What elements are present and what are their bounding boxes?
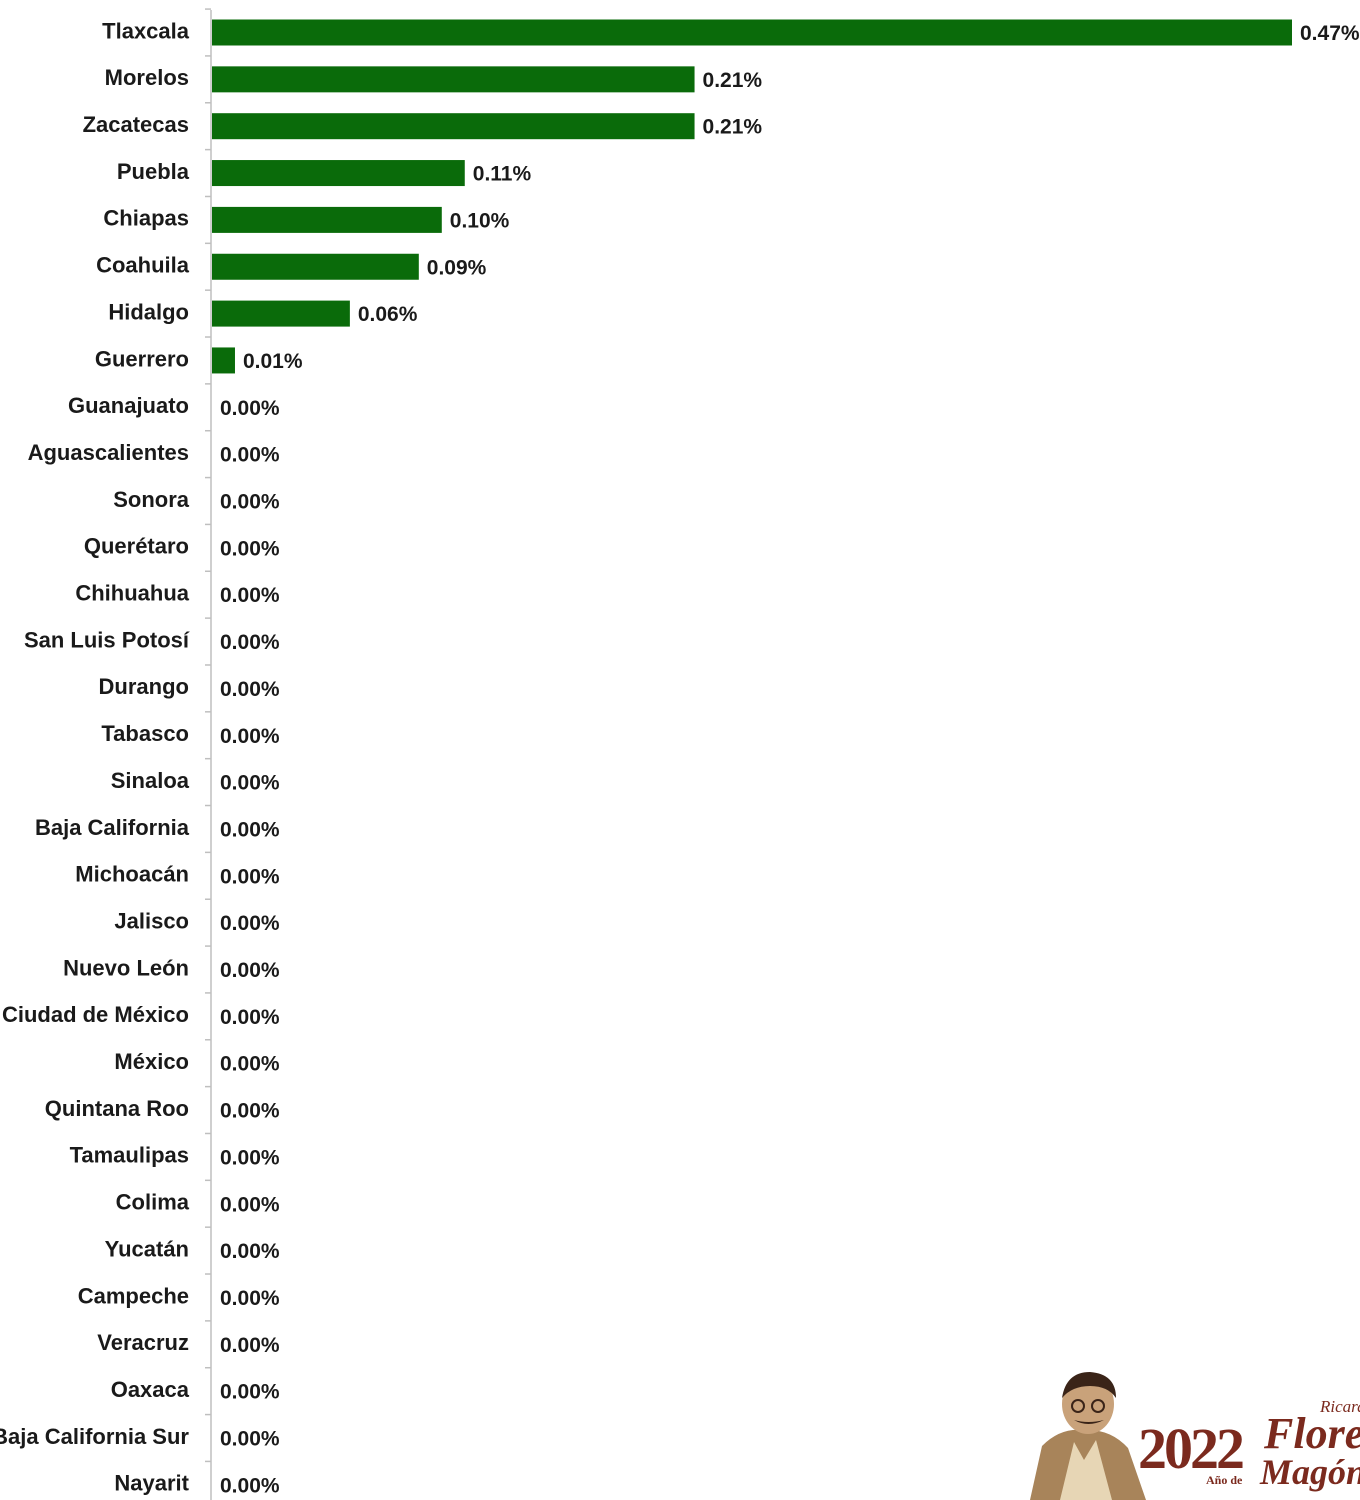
category-label: Durango [99, 674, 189, 699]
category-label: Sonora [113, 487, 190, 512]
data-label: 0.00% [220, 1381, 280, 1404]
data-label: 0.00% [220, 1146, 280, 1169]
data-label: 0.00% [220, 1334, 280, 1357]
data-label: 0.00% [220, 584, 280, 607]
logo-year: 2022 [1138, 1416, 1245, 1481]
category-label: Oaxaca [111, 1377, 190, 1402]
data-label: 0.21% [703, 69, 763, 92]
data-label: 0.00% [220, 678, 280, 701]
data-label: 0.00% [220, 818, 280, 841]
data-label: 0.00% [220, 1193, 280, 1216]
category-label: Querétaro [84, 534, 189, 559]
data-label: 0.00% [220, 397, 280, 420]
data-label: 0.11% [473, 163, 532, 186]
category-label: Zacatecas [83, 112, 189, 137]
bar [212, 206, 442, 233]
logo-2022-ricardo-flores-magon: Ricardo 2022 Flores Magón Año de [1020, 1368, 1360, 1500]
data-label: 0.10% [450, 209, 510, 232]
data-label: 0.09% [427, 256, 487, 279]
category-label: Aguascalientes [28, 440, 189, 465]
data-label: 0.00% [220, 725, 280, 748]
category-label: Yucatán [105, 1236, 189, 1261]
data-label: 0.00% [220, 1287, 280, 1310]
portrait-icon [1030, 1372, 1146, 1500]
data-label: 0.00% [220, 1474, 280, 1497]
data-label: 0.21% [703, 116, 763, 139]
bar [212, 253, 419, 280]
data-label: 0.00% [220, 959, 280, 982]
bar [212, 66, 695, 93]
category-label: México [114, 1049, 189, 1074]
category-label: Morelos [105, 65, 189, 90]
data-label: 0.00% [220, 1100, 280, 1123]
category-label: Quintana Roo [45, 1096, 189, 1121]
category-label: Chiapas [103, 206, 189, 231]
data-label: 0.01% [243, 350, 303, 373]
category-label: Veracruz [97, 1330, 189, 1355]
logo-surname-1: Flores [1264, 1409, 1360, 1458]
data-label: 0.47% [1300, 22, 1360, 45]
category-label: Baja California Sur [0, 1424, 189, 1449]
category-label: Puebla [117, 159, 190, 184]
category-label: Baja California [35, 815, 190, 840]
category-label: Ciudad de México [2, 1002, 189, 1027]
category-label: Michoacán [75, 862, 189, 887]
category-label: San Luis Potosí [24, 627, 190, 652]
category-label: Guanajuato [68, 393, 189, 418]
category-label: Jalisco [114, 908, 189, 933]
data-label: 0.00% [220, 491, 280, 514]
category-label: Guerrero [95, 346, 189, 371]
bar [212, 347, 235, 374]
category-label: Nuevo León [63, 955, 189, 980]
data-label: 0.00% [220, 865, 280, 888]
logo-surname-2: Magón [1260, 1452, 1360, 1492]
category-label: Campeche [78, 1283, 189, 1308]
category-label: Colima [116, 1190, 190, 1215]
category-label: Tlaxcala [102, 18, 190, 43]
bar [212, 160, 465, 187]
bar [212, 19, 1292, 46]
data-label: 0.00% [220, 537, 280, 560]
data-label: 0.00% [220, 1240, 280, 1263]
data-label: 0.00% [220, 1428, 280, 1451]
data-label: 0.00% [220, 631, 280, 654]
data-label: 0.00% [220, 1006, 280, 1029]
bar [212, 300, 350, 327]
category-label: Tabasco [101, 721, 189, 746]
category-label: Hidalgo [108, 299, 189, 324]
data-label: 0.00% [220, 1053, 280, 1076]
data-label: 0.06% [358, 303, 418, 326]
data-label: 0.00% [220, 912, 280, 935]
category-label: Coahuila [96, 253, 190, 278]
category-label: Chihuahua [75, 581, 189, 606]
logo-prename: Ricardo [1320, 1397, 1360, 1416]
category-label: Tamaulipas [70, 1143, 189, 1168]
bar [212, 113, 695, 140]
category-label: Nayarit [114, 1471, 189, 1496]
logo-prefix: Año de [1206, 1473, 1243, 1487]
data-label: 0.00% [220, 772, 280, 795]
data-label: 0.00% [220, 444, 280, 467]
category-label: Sinaloa [111, 768, 190, 793]
